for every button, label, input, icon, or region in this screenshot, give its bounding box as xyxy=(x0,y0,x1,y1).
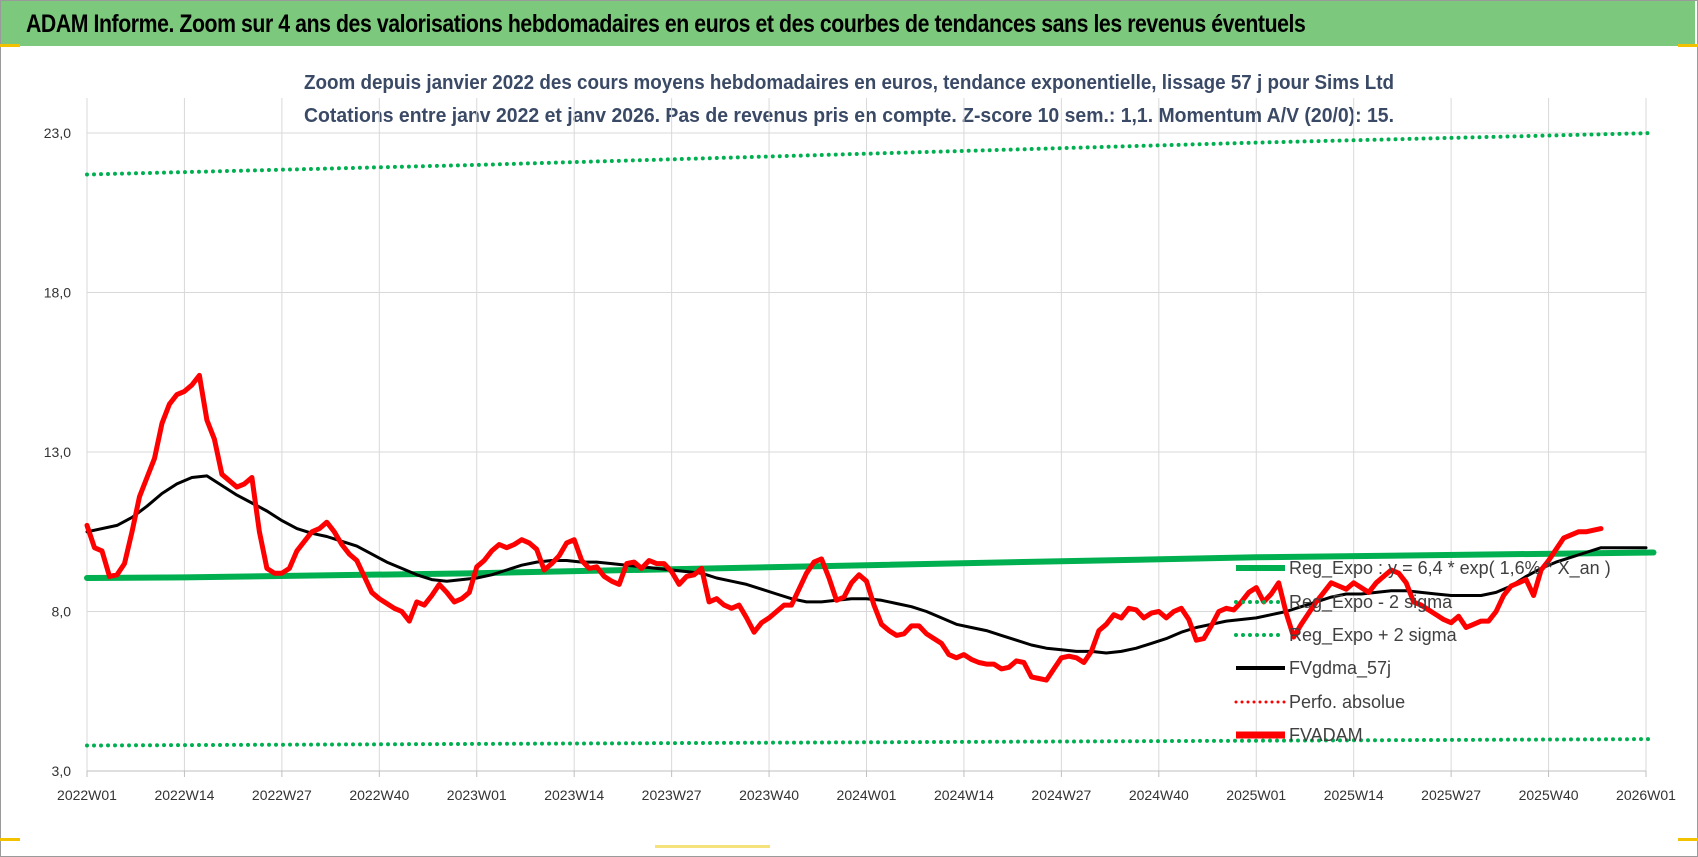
x-tick-label: 2025W27 xyxy=(1421,787,1481,803)
x-tick-label: 2023W14 xyxy=(544,787,604,803)
x-tick-label: 2025W40 xyxy=(1519,787,1579,803)
y-tick-label: 18,0 xyxy=(44,285,71,301)
x-tick-label: 2022W01 xyxy=(57,787,117,803)
legend-label-reg-expo-minus: Reg_Expo - 2 sigma xyxy=(1289,592,1453,613)
x-tick-label: 2026W01 xyxy=(1616,787,1676,803)
legend-label-perfo: Perfo. absolue xyxy=(1289,692,1405,712)
legend-item-reg-expo: Reg_Expo : y = 6,4 * exp( 1,6% * X_an ) xyxy=(1236,558,1611,579)
x-tick-label: 2022W14 xyxy=(154,787,214,803)
x-axis: 2022W01 2022W14 2022W27 2022W40 2023W01 2023W… xyxy=(57,770,1676,803)
x-tick-label: 2024W27 xyxy=(1031,787,1091,803)
legend-item-reg-expo-minus: Reg_Expo - 2 sigma xyxy=(1234,592,1453,613)
x-tick-label: 2024W01 xyxy=(837,787,897,803)
x-tick-label: 2022W27 xyxy=(252,787,312,803)
x-tick-label: 2023W01 xyxy=(447,787,507,803)
legend-item-fvgdma: FVgdma_57j xyxy=(1236,658,1391,679)
y-tick-label: 8,0 xyxy=(52,604,72,620)
grid-lines xyxy=(86,98,1647,772)
legend-item-fvadam: FVADAM xyxy=(1236,725,1363,745)
corner-marker-top-right xyxy=(1678,44,1698,47)
series-line-3 xyxy=(85,474,1648,655)
corner-marker-bottom-left xyxy=(0,838,20,841)
bottom-marker xyxy=(655,845,770,848)
x-tick-label: 2023W40 xyxy=(739,787,799,803)
series-line-1 xyxy=(85,737,1656,748)
chart-subtitle-line-2: Cotations entre janv 2022 et janv 2026. … xyxy=(304,105,1394,127)
series-line-2 xyxy=(85,131,1656,177)
corner-marker-top-left xyxy=(0,44,20,47)
x-tick-label: 2024W14 xyxy=(934,787,994,803)
x-tick-label: 2025W01 xyxy=(1226,787,1286,803)
legend-item-perfo: Perfo. absolue xyxy=(1234,692,1405,712)
legend-label-fvgdma: FVgdma_57j xyxy=(1289,658,1391,679)
series-line-5 xyxy=(84,372,1604,683)
y-tick-label: 13,0 xyxy=(44,444,71,460)
corner-marker-bottom-right xyxy=(1678,838,1698,841)
y-tick-label: 3,0 xyxy=(52,763,72,779)
y-tick-label: 23,0 xyxy=(44,125,71,141)
chart-subtitle-line-1: Zoom depuis janvier 2022 des cours moyen… xyxy=(304,72,1394,94)
x-tick-label: 2025W14 xyxy=(1324,787,1384,803)
x-tick-label: 2024W40 xyxy=(1129,787,1189,803)
y-axis: 3,0 8,0 13,0 18,0 23,0 xyxy=(44,125,71,779)
subtitle-background xyxy=(290,63,1420,138)
x-tick-label: 2023W27 xyxy=(642,787,702,803)
series-lines xyxy=(84,131,1657,748)
legend-item-reg-expo-plus: Reg_Expo + 2 sigma xyxy=(1234,625,1458,646)
legend: Reg_Expo : y = 6,4 * exp( 1,6% * X_an ) … xyxy=(1234,558,1611,745)
x-tick-label: 2022W40 xyxy=(349,787,409,803)
page-title: ADAM Informe. Zoom sur 4 ans des valoris… xyxy=(26,10,1306,38)
legend-label-fvadam: FVADAM xyxy=(1289,725,1363,745)
legend-label-reg-expo-plus: Reg_Expo + 2 sigma xyxy=(1289,625,1458,646)
legend-label-reg-expo: Reg_Expo : y = 6,4 * exp( 1,6% * X_an ) xyxy=(1289,558,1611,579)
header-bar: ADAM Informe. Zoom sur 4 ans des valoris… xyxy=(1,1,1695,46)
